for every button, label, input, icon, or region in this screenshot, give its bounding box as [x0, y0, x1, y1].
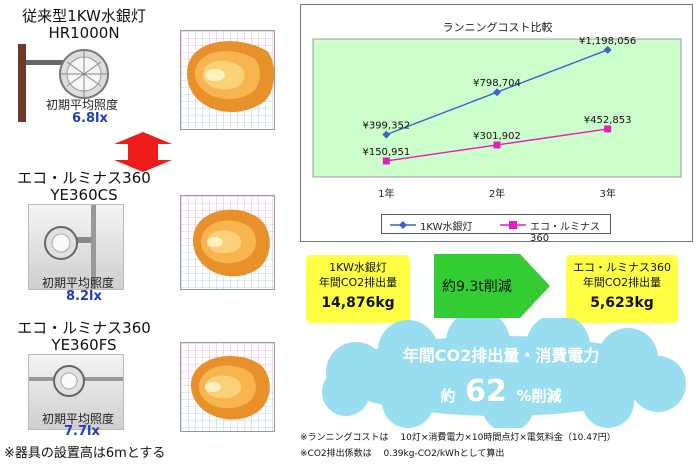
cloud-approx: 約 — [440, 387, 456, 405]
lamp-2-title: エコ・ルミナス360 — [17, 169, 151, 187]
lamp-2-illuminance-plot — [180, 195, 275, 290]
lamp-2-illum-label: 初期平均照度 — [42, 276, 115, 290]
legend-marker-series-2 — [500, 221, 526, 229]
installation-height-note: ※器具の設置高は6mとする — [4, 446, 166, 461]
series-1-data-label: ¥399,352 — [362, 121, 410, 132]
footnote-co2-factor: ※CO2排出係数は 0.39kg-CO2/kWhとして算出 — [300, 449, 505, 459]
mercury-co2-box: 1KW水銀灯 年間CO2排出量 14,876kg — [306, 255, 410, 323]
plot-area — [312, 38, 682, 178]
chart-legend: 1KW水銀灯 エコ・ルミナス360 — [381, 214, 611, 244]
series-2-data-label: ¥452,853 — [584, 115, 632, 126]
comparison-double-arrow — [102, 132, 184, 172]
lamp-1-illum-label: 初期平均照度 — [46, 98, 119, 112]
lamp-1-photo — [6, 44, 146, 122]
legend-label-series-1: 1KW水銀灯 — [420, 222, 473, 233]
lamp-2-photo — [28, 204, 124, 290]
chart-title: ランニングコスト比較 — [442, 21, 553, 34]
cloud-unit: %削減 — [516, 387, 562, 405]
lamp-3-illum-value: 7.7lx — [64, 424, 100, 439]
series-2-data-label: ¥301,902 — [473, 131, 521, 142]
series-2-point — [382, 157, 390, 165]
eco-co2-value: 5,623kg — [590, 295, 654, 311]
lamp-2-model: YE360CS — [50, 186, 118, 204]
series-1-point — [382, 130, 391, 139]
cloud-reduction: 約 62 %削減 — [308, 374, 694, 409]
reduction-cloud: 年間CO2排出量・消費電力 約 62 %削減 — [308, 310, 694, 432]
series-2-point — [604, 125, 612, 133]
legend-marker-series-1 — [390, 221, 416, 229]
x-tick-label: 2年 — [489, 187, 505, 200]
lamp-3-illuminance-plot — [180, 342, 275, 432]
lamp-1-illuminance-plot — [180, 30, 275, 130]
reduction-arrow-text: 約9.3t削減 — [442, 279, 512, 295]
lamp-1-illum-value: 6.8lx — [72, 111, 108, 126]
series-2-point — [493, 141, 501, 149]
cloud-percent: 62 — [465, 374, 507, 409]
series-1-data-label: ¥1,198,056 — [579, 36, 636, 47]
x-tick-label: 1年 — [378, 187, 394, 200]
running-cost-chart: ランニングコスト比較 1年 2年 3年 ¥399,352 ¥798,704 ¥1,198,… — [300, 4, 693, 244]
series-1-point — [493, 88, 501, 97]
lamp-1-model: HR1000N — [48, 24, 120, 42]
series-1-point — [603, 45, 612, 54]
series-2-data-label: ¥150,951 — [362, 147, 410, 158]
eco-co2-head-1: エコ・ルミナス360 — [573, 261, 671, 274]
lamp-3-model: YE360FS — [51, 336, 117, 354]
lamp-3-illum-label: 初期平均照度 — [42, 412, 115, 426]
legend-label-series-2: エコ・ルミナス360 — [530, 222, 600, 244]
eco-co2-box: エコ・ルミナス360 年間CO2排出量 5,623kg — [566, 255, 678, 323]
lamp-3-title: エコ・ルミナス360 — [17, 319, 151, 337]
chart-plot: 1年 2年 3年 ¥399,352 ¥798,704 ¥1,198,056 ¥150,951… — [312, 36, 682, 200]
lamp-1-title: 従来型1KW水銀灯 — [22, 7, 146, 25]
lamp-2-illum-value: 8.2lx — [66, 289, 102, 304]
mercury-co2-head-1: 1KW水銀灯 — [329, 261, 387, 274]
x-tick-label: 3年 — [599, 187, 615, 200]
mercury-co2-value: 14,876kg — [321, 295, 395, 311]
series-1-data-label: ¥798,704 — [473, 78, 521, 89]
lamp-3-photo — [28, 354, 124, 430]
footnote-running-cost: ※ランニングコストは 10灯×消費電力×10時間点灯×電気料金（10.47円） — [300, 433, 616, 443]
reduction-arrow: 約9.3t削減 — [434, 250, 552, 322]
cloud-title: 年間CO2排出量・消費電力 — [402, 346, 600, 365]
eco-co2-head-2: 年間CO2排出量 — [582, 276, 662, 289]
mercury-co2-head-2: 年間CO2排出量 — [318, 276, 398, 289]
